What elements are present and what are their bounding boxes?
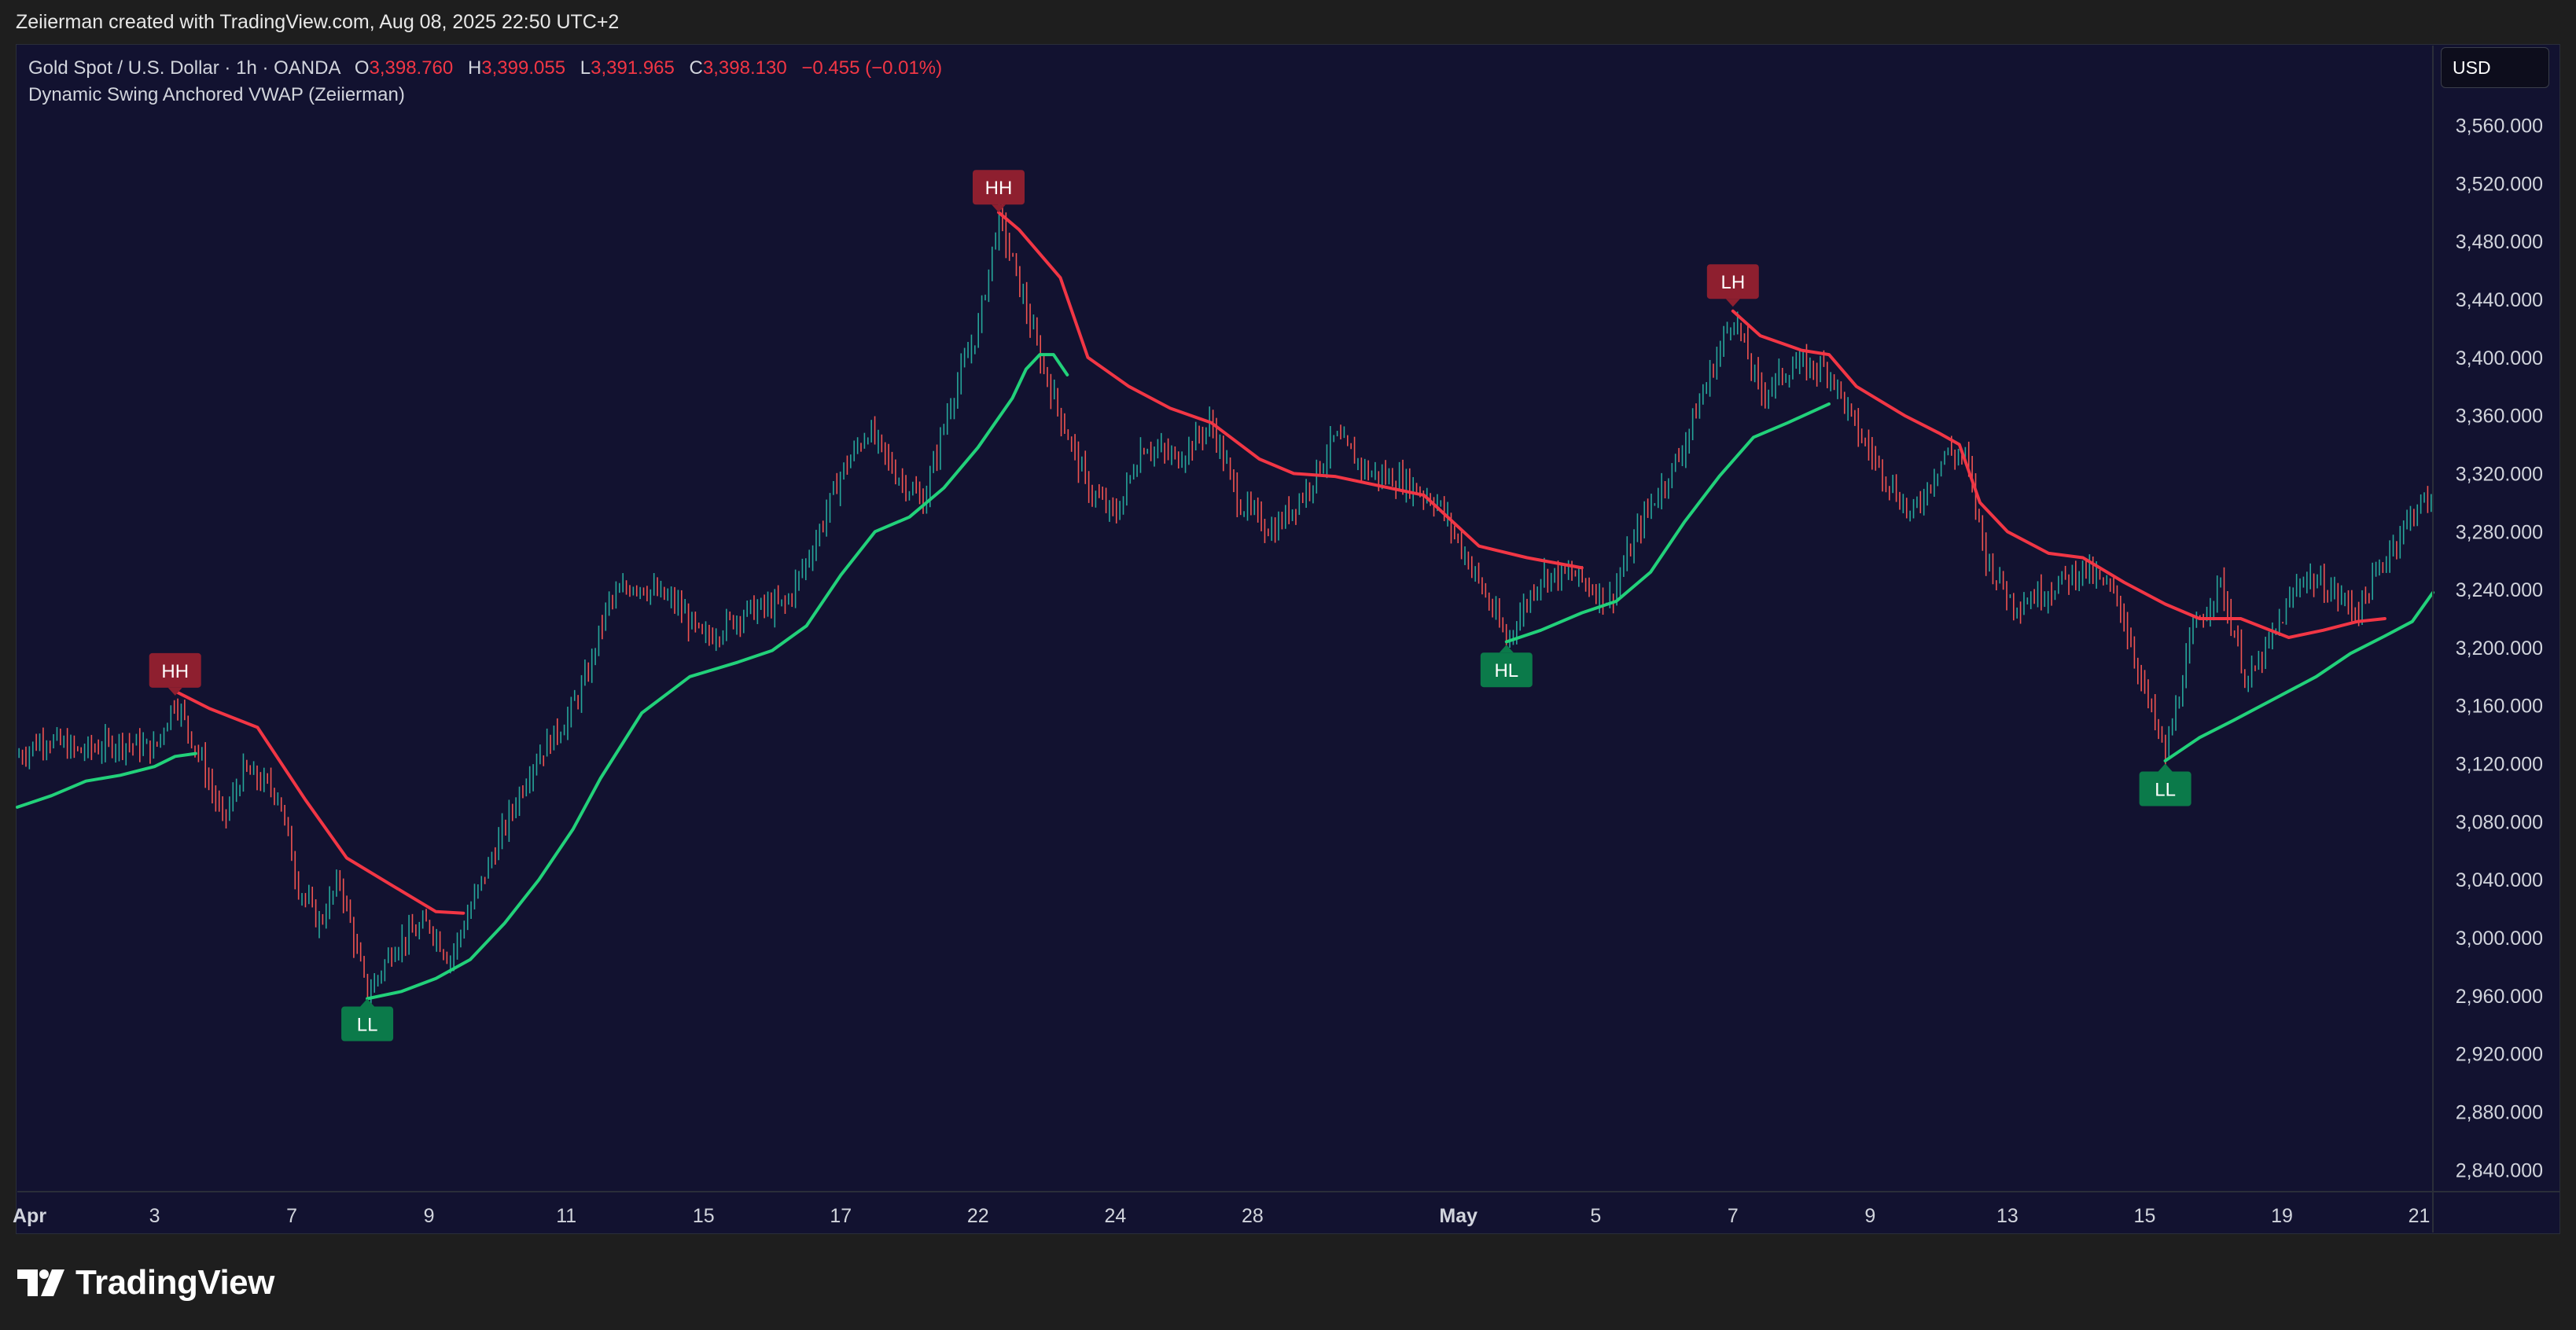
open-label: O xyxy=(354,57,370,79)
time-tick-label: 9 xyxy=(1864,1205,1875,1227)
axes: 2,840.000 2,880.000 2,920.000 2,960.000 3,00… xyxy=(13,46,2560,1233)
vwap-line-down xyxy=(1731,309,2386,639)
ohlc-row: Gold Spot / U.S. Dollar · 1h · OANDA O3,… xyxy=(28,55,942,82)
symbol-name[interactable]: Gold Spot / U.S. Dollar · 1h · OANDA xyxy=(28,57,340,79)
time-tick-label: 7 xyxy=(1728,1205,1739,1227)
vwap-lines xyxy=(16,211,2434,1001)
swing-label-pointer xyxy=(360,998,375,1007)
time-tick-label: 24 xyxy=(1104,1205,1126,1227)
time-tick-label: 15 xyxy=(693,1205,715,1227)
price-tick-label: 2,920.000 xyxy=(2456,1044,2543,1066)
swing-label-pointer xyxy=(1725,299,1740,307)
indicator-name[interactable]: Dynamic Swing Anchored VWAP (Zeiierman) xyxy=(28,84,405,105)
price-tick-label: 3,320.000 xyxy=(2456,463,2543,485)
vwap-line-up xyxy=(366,353,1069,1001)
brand-name: TradingView xyxy=(75,1263,274,1302)
time-tick-label: 15 xyxy=(2134,1205,2156,1227)
swing-label-pointer xyxy=(992,204,1006,213)
time-tick-label: 22 xyxy=(967,1205,989,1227)
swing-label-text: LL xyxy=(357,1015,378,1036)
vwap-line-up xyxy=(1504,402,1831,644)
vwap-line-up xyxy=(2163,590,2434,762)
vwap-line-down xyxy=(173,689,466,915)
price-tick-label: 3,400.000 xyxy=(2456,347,2543,369)
swing-label-box xyxy=(341,1006,394,1042)
price-tick-label: 3,120.000 xyxy=(2456,754,2543,776)
chart-credit: Zeiierman created with TradingView.com, … xyxy=(16,11,620,33)
swing-label-text: HL xyxy=(1494,660,1518,682)
low-value: 3,391.965 xyxy=(591,57,675,79)
vwap-line-down xyxy=(997,211,1584,570)
price-tick-label: 3,240.000 xyxy=(2456,579,2543,601)
time-tick-label: 28 xyxy=(1242,1205,1264,1227)
price-tick-label: 3,360.000 xyxy=(2456,406,2543,428)
tradingview-logo[interactable]: TradingView xyxy=(17,1261,274,1305)
time-tick-label: 11 xyxy=(556,1205,576,1227)
swing-label-pointer xyxy=(2158,763,2173,772)
swing-label-box xyxy=(2139,771,2191,806)
footer xyxy=(0,1234,2576,1330)
swing-label-box xyxy=(1480,652,1533,688)
swing-label-hh: HH xyxy=(149,652,201,696)
swing-label-hh: HH xyxy=(973,170,1025,213)
close-value: 3,398.130 xyxy=(702,57,787,79)
swing-label-hl: HL xyxy=(1480,645,1533,688)
time-tick-label: 9 xyxy=(424,1205,435,1227)
swing-label-box xyxy=(973,170,1025,205)
swing-label-text: LH xyxy=(1720,272,1745,293)
open-value: 3,398.760 xyxy=(369,57,454,79)
close-label: C xyxy=(689,57,703,79)
time-tick-label: 21 xyxy=(2409,1205,2431,1227)
price-tick-label: 3,000.000 xyxy=(2456,928,2543,950)
swing-label-pointer xyxy=(167,687,182,696)
vwap-line-up xyxy=(16,751,197,809)
low-label: L xyxy=(580,57,591,79)
swing-label-text: LL xyxy=(2155,780,2176,801)
price-tick-label: 3,480.000 xyxy=(2456,231,2543,253)
price-tick-label: 3,560.000 xyxy=(2456,116,2543,138)
time-tick-label: 17 xyxy=(830,1205,852,1227)
high-value: 3,399.055 xyxy=(481,57,566,79)
time-tick-label: 13 xyxy=(1996,1205,2018,1227)
high-label: H xyxy=(467,57,482,79)
price-tick-label: 3,440.000 xyxy=(2456,289,2543,311)
swing-label-text: HH xyxy=(985,178,1013,199)
price-tick-label: 3,160.000 xyxy=(2456,696,2543,718)
swing-label-text: HH xyxy=(161,661,189,682)
price-tick-label: 2,880.000 xyxy=(2456,1101,2543,1123)
currency-button[interactable]: USD xyxy=(2441,47,2549,88)
price-tick-label: 3,520.000 xyxy=(2456,173,2543,195)
price-tick-label: 3,080.000 xyxy=(2456,811,2543,833)
price-tick-label: 3,200.000 xyxy=(2456,637,2543,659)
price-tick-label: 3,280.000 xyxy=(2456,521,2543,543)
top-bar: Zeiierman created with TradingView.com, … xyxy=(0,0,2576,44)
time-tick-label: Apr xyxy=(13,1205,46,1227)
price-tick-label: 2,840.000 xyxy=(2456,1159,2543,1181)
swing-label-pointer xyxy=(1499,645,1514,653)
swing-labels: HH LL HH HL LH LL xyxy=(149,170,2191,1042)
chart-pane[interactable] xyxy=(16,44,2560,1234)
candles xyxy=(18,200,2432,1012)
time-tick-label: 3 xyxy=(149,1205,160,1227)
change-value: −0.455 (−0.01%) xyxy=(801,57,943,79)
time-tick-label: 19 xyxy=(2271,1205,2293,1227)
swing-label-lh: LH xyxy=(1706,264,1759,307)
swing-label-ll: LL xyxy=(341,998,394,1042)
chart-legend: Gold Spot / U.S. Dollar · 1h · OANDA O3,… xyxy=(28,55,942,108)
time-tick-label: May xyxy=(1439,1205,1478,1227)
time-tick-label: 7 xyxy=(286,1205,297,1227)
swing-label-ll: LL xyxy=(2139,763,2191,806)
swing-label-box xyxy=(1706,264,1759,299)
time-tick-label: 5 xyxy=(1590,1205,1601,1227)
tradingview-logo-icon xyxy=(17,1269,64,1296)
price-tick-label: 3,040.000 xyxy=(2456,869,2543,891)
price-tick-label: 2,960.000 xyxy=(2456,986,2543,1008)
swing-label-box xyxy=(149,652,201,688)
